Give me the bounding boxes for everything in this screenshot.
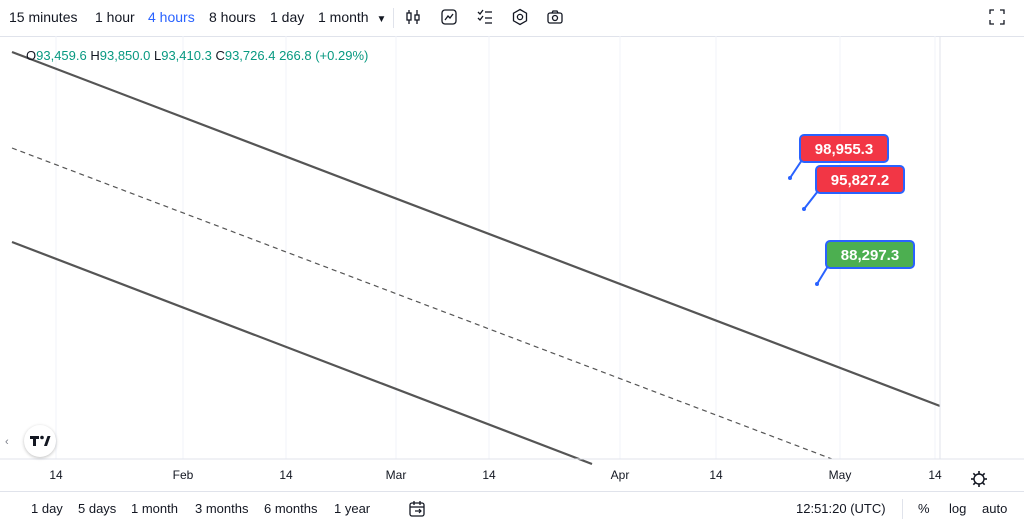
x-tick-label: Mar <box>386 468 407 482</box>
settings-icon[interactable] <box>511 8 529 26</box>
axis-settings-icon[interactable] <box>971 471 987 487</box>
price-chart[interactable]: 112,000.0108,000.0104,000.0100,000.096,0… <box>0 36 1024 491</box>
low-label: L <box>153 48 162 63</box>
tv-logo-icon <box>30 435 51 446</box>
fullscreen-icon[interactable] <box>988 8 1006 26</box>
price-callout-pointer <box>803 190 819 210</box>
x-tick-label: Feb <box>173 468 194 482</box>
toolbar-divider <box>393 8 394 28</box>
x-tick-label: Apr <box>611 468 630 482</box>
clock-utc[interactable]: 12:51:20 (UTC) <box>796 501 886 516</box>
range-1-year[interactable]: 1 year <box>334 501 371 516</box>
price-callout-box <box>815 165 905 194</box>
channel-mid-line <box>11 147 833 460</box>
timeframe-1-day[interactable]: 1 day <box>270 9 305 25</box>
range-5-days[interactable]: 5 days <box>78 501 117 516</box>
price-callout-pointer <box>789 159 803 179</box>
close-label: C <box>215 48 225 63</box>
range-6-months[interactable]: 6 months <box>264 501 318 516</box>
checklist-icon[interactable] <box>476 8 494 26</box>
top-toolbar: 15 minutes 1 hour 4 hours 8 hours 1 day … <box>0 0 1024 37</box>
change-value: 266.8 (+0.29%) <box>279 48 369 63</box>
log-toggle[interactable]: log <box>949 501 967 516</box>
bottom-divider <box>902 499 903 519</box>
price-callout-label: 95,827.2 <box>831 172 889 189</box>
price-callout-dot <box>802 207 806 211</box>
channel-upper-line <box>11 50 941 408</box>
tradingview-logo[interactable] <box>24 425 56 457</box>
percent-toggle[interactable]: % <box>918 501 930 516</box>
range-dropdown-label: 1 month <box>318 9 369 25</box>
x-tick-label: May <box>829 468 852 482</box>
candles-icon[interactable] <box>404 8 422 26</box>
auto-toggle[interactable]: auto <box>982 501 1008 516</box>
gear-tooth <box>981 481 986 486</box>
high-label: H <box>90 48 100 63</box>
price-callout-label: 88,297.3 <box>841 247 899 264</box>
price-callout-pointer <box>816 265 829 285</box>
price-callout-label: 98,955.3 <box>815 141 873 158</box>
scroll-left-icon[interactable]: ‹ <box>5 436 9 448</box>
snapshot-icon[interactable] <box>546 8 564 26</box>
open-label: O <box>26 48 37 63</box>
gear-tooth <box>972 481 977 486</box>
channel-lower-line <box>11 240 593 466</box>
gear-ring <box>973 473 985 485</box>
x-tick-label: 14 <box>482 468 496 482</box>
timeframe-4-hours[interactable]: 4 hours <box>148 9 195 25</box>
price-callout-dot <box>788 176 792 180</box>
timeframe-15-minutes[interactable]: 15 minutes <box>9 9 78 25</box>
date-range-icon[interactable] <box>408 500 426 518</box>
low-value: 93,410.3 <box>161 48 212 63</box>
indicators-icon[interactable] <box>440 8 458 26</box>
x-tick-label: 14 <box>49 468 63 482</box>
gear-tooth <box>972 472 977 477</box>
range-dropdown[interactable]: 1 month ▼ <box>318 9 386 25</box>
chevron-down-icon: ▼ <box>376 14 387 25</box>
price-callout-box <box>825 240 915 269</box>
ohlc-legend: O93,459.6 H93,850.0 L93,410.3 C93,726.4 … <box>26 48 368 63</box>
open-value: 93,459.6 <box>36 48 87 63</box>
chart-canvas[interactable]: 112,000.0108,000.0104,000.0100,000.096,0… <box>0 36 1024 491</box>
x-tick-label: 14 <box>928 468 942 482</box>
timeframe-8-hours[interactable]: 8 hours <box>209 9 256 25</box>
price-callout-box <box>799 134 889 163</box>
x-tick-label: 14 <box>279 468 293 482</box>
close-value: 93,726.4 <box>224 48 276 63</box>
range-1-month[interactable]: 1 month <box>131 501 178 516</box>
high-value: 93,850.0 <box>99 48 151 63</box>
range-1-day[interactable]: 1 day <box>31 501 63 516</box>
x-tick-label: 14 <box>709 468 723 482</box>
price-callout-dot <box>815 282 819 286</box>
bottom-bar: 1 day 5 days 1 month 3 months 6 months 1… <box>0 491 1024 526</box>
gear-tooth <box>981 472 986 477</box>
timeframe-1-hour[interactable]: 1 hour <box>95 9 135 25</box>
range-3-months[interactable]: 3 months <box>195 501 249 516</box>
